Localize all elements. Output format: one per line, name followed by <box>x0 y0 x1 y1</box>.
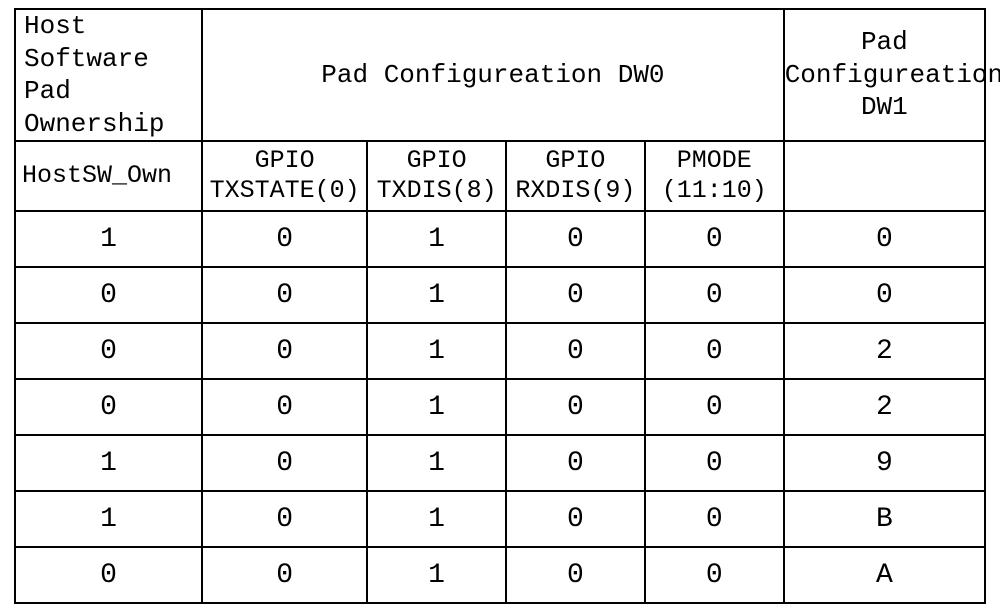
cell-dw1: 2 <box>784 323 985 379</box>
cell-rxdis: 0 <box>506 323 645 379</box>
cell-txdis: 1 <box>367 547 506 603</box>
cell-rxdis: 0 <box>506 267 645 323</box>
cell-dw1: 2 <box>784 379 985 435</box>
cell-pmode: 0 <box>645 267 784 323</box>
cell-hostsw: 1 <box>15 491 202 547</box>
cell-rxdis: 0 <box>506 435 645 491</box>
cell-rxdis: 0 <box>506 491 645 547</box>
cell-txstate: 0 <box>202 211 367 267</box>
gpio-pad-config-table: Host Software Pad Ownership Pad Configur… <box>14 8 986 604</box>
table-row: 1 0 1 0 0 9 <box>15 435 985 491</box>
cell-hostsw: 1 <box>15 435 202 491</box>
table-row: 0 0 1 0 0 0 <box>15 267 985 323</box>
header-host-software-pad-ownership: Host Software Pad Ownership <box>15 9 202 141</box>
cell-rxdis: 0 <box>506 379 645 435</box>
cell-rxdis: 0 <box>506 547 645 603</box>
subheader-hostsw-own: HostSW_Own <box>15 141 202 211</box>
cell-pmode: 0 <box>645 547 784 603</box>
cell-dw1: B <box>784 491 985 547</box>
cell-hostsw: 0 <box>15 267 202 323</box>
cell-txdis: 1 <box>367 323 506 379</box>
table-row: 1 0 1 0 0 B <box>15 491 985 547</box>
cell-txdis: 1 <box>367 491 506 547</box>
header-c1-line2: Pad Ownership <box>24 76 164 139</box>
subheader-gpio-txstate: GPIO TXSTATE(0) <box>202 141 367 211</box>
table-row: 1 0 1 0 0 0 <box>15 211 985 267</box>
cell-rxdis: 0 <box>506 211 645 267</box>
cell-txstate: 0 <box>202 267 367 323</box>
cell-txdis: 1 <box>367 211 506 267</box>
cell-pmode: 0 <box>645 211 784 267</box>
cell-hostsw: 0 <box>15 379 202 435</box>
subheader-gpio-rxdis: GPIO RXDIS(9) <box>506 141 645 211</box>
cell-dw1: 0 <box>784 267 985 323</box>
cell-pmode: 0 <box>645 379 784 435</box>
cell-hostsw: 1 <box>15 211 202 267</box>
cell-hostsw: 0 <box>15 547 202 603</box>
cell-txdis: 1 <box>367 379 506 435</box>
header-row-2: HostSW_Own GPIO TXSTATE(0) GPIO TXDIS(8)… <box>15 141 985 211</box>
header-row-1: Host Software Pad Ownership Pad Configur… <box>15 9 985 141</box>
subheader-dw1-blank <box>784 141 985 211</box>
cell-dw1: 0 <box>784 211 985 267</box>
subheader-pmode: PMODE (11:10) <box>645 141 784 211</box>
cell-dw1: A <box>784 547 985 603</box>
cell-pmode: 0 <box>645 323 784 379</box>
table-row: 0 0 1 0 0 A <box>15 547 985 603</box>
cell-txdis: 1 <box>367 267 506 323</box>
header-c6-line1: Pad <box>861 27 908 57</box>
cell-pmode: 0 <box>645 491 784 547</box>
header-c6-line3: DW1 <box>861 92 908 122</box>
cell-pmode: 0 <box>645 435 784 491</box>
cell-txstate: 0 <box>202 435 367 491</box>
header-pad-config-dw0: Pad Configureation DW0 <box>202 9 784 141</box>
cell-txstate: 0 <box>202 323 367 379</box>
table-row: 0 0 1 0 0 2 <box>15 323 985 379</box>
header-c1-line1: Host Software <box>24 11 149 74</box>
header-c6-line2: Configureation <box>785 60 1000 90</box>
cell-txstate: 0 <box>202 491 367 547</box>
table-row: 0 0 1 0 0 2 <box>15 379 985 435</box>
cell-dw1: 9 <box>784 435 985 491</box>
cell-txstate: 0 <box>202 379 367 435</box>
header-pad-config-dw1: Pad Configureation DW1 <box>784 9 985 141</box>
cell-txdis: 1 <box>367 435 506 491</box>
cell-hostsw: 0 <box>15 323 202 379</box>
cell-txstate: 0 <box>202 547 367 603</box>
subheader-gpio-txdis: GPIO TXDIS(8) <box>367 141 506 211</box>
